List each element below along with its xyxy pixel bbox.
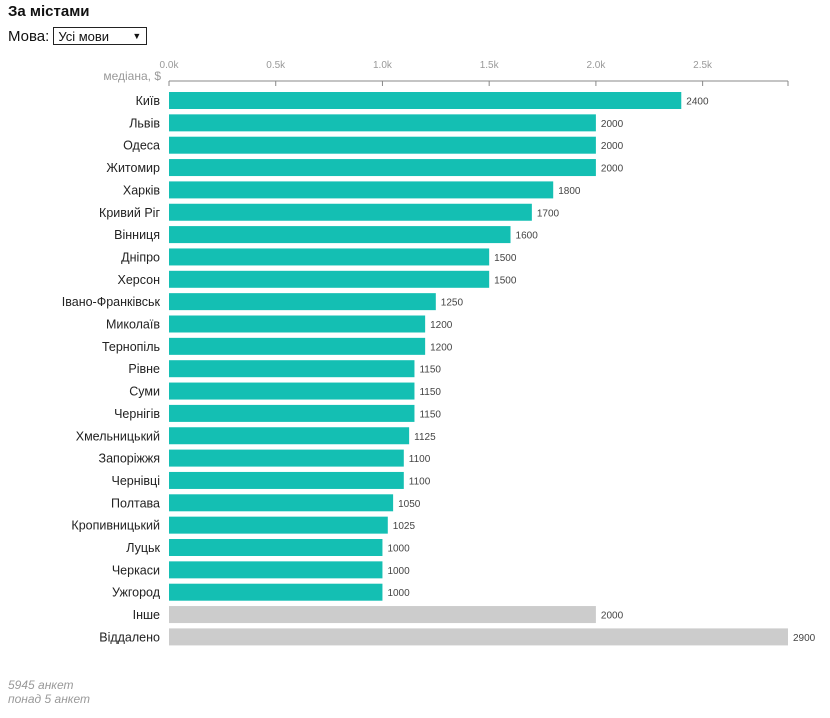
value-label: 1150 [419,387,441,398]
category-label: Херсон [118,273,161,287]
value-label: 1025 [393,521,416,532]
bar [169,628,788,646]
bar [169,516,388,534]
value-label: 1600 [516,231,539,242]
category-label: Інше [133,608,160,622]
value-label: 2400 [686,97,709,108]
bar [169,136,596,154]
x-tick-label: 1.5k [480,60,500,71]
bar [169,494,394,512]
category-label: Одеса [123,139,160,153]
category-label: Луцьк [126,541,160,555]
category-label: Запоріжжя [99,452,160,466]
x-tick-label: 2.5k [693,60,713,71]
value-label: 2000 [601,164,624,175]
value-label: 1100 [409,454,431,465]
category-label: Івано-Франківськ [62,295,161,309]
value-label: 2000 [601,119,624,130]
bar [169,539,383,556]
bar [169,181,554,199]
value-label: 1800 [558,186,581,197]
category-label: Львів [129,116,160,130]
language-select[interactable]: Усі мови ▼ [53,27,148,45]
category-label: Черкаси [112,563,160,577]
value-label: 1200 [430,342,453,353]
language-filter-label: Мова: [8,27,50,45]
dropdown-arrow-icon: ▼ [132,31,142,41]
bar [169,270,490,288]
language-select-value: Усі мови [58,28,110,44]
bar [169,404,415,422]
bar [169,203,532,221]
category-label: Кропивницький [71,519,160,533]
category-label: Полтава [111,496,160,510]
x-tick-label: 0.0k [160,60,180,71]
category-label: Київ [136,94,161,108]
bar [169,583,383,601]
category-label: Суми [129,385,160,399]
bar [169,337,426,355]
x-tick-label: 1.0k [373,60,393,71]
value-label: 1125 [414,432,436,443]
value-label: 1700 [537,208,560,219]
category-label: Чернівці [112,474,161,488]
value-label: 2000 [601,141,624,152]
bar [169,92,682,109]
bar [169,293,436,311]
value-label: 1000 [387,588,410,599]
value-label: 1150 [419,409,441,420]
bar [169,606,596,624]
chart-title: За містами [8,3,90,20]
category-label: Вінниця [114,228,160,242]
language-filter: Мова: Усі мови ▼ [8,27,148,45]
category-label: Ужгород [112,586,161,600]
value-label: 1150 [419,365,441,376]
bar [169,471,404,489]
value-label: 1000 [387,544,410,555]
category-label: Миколаїв [106,318,160,332]
bar [169,561,383,579]
value-label: 1200 [430,320,453,331]
bar-chart: 0.0k 0.5k 1.0k 1.5k 2.0k 2.5k медіана, $ Київ 24… [62,60,816,646]
value-label: 1500 [494,275,517,286]
category-label: Тернопіль [102,340,160,354]
category-label: Хмельницький [76,429,160,443]
value-label: 1050 [398,499,421,510]
x-tick-label: 0.5k [266,60,286,71]
bar [169,159,596,177]
category-label: Житомир [106,161,160,175]
value-label: 2900 [793,633,816,644]
bar [169,315,426,333]
bar [169,248,490,266]
bar [169,382,415,400]
value-label: 1000 [387,566,410,577]
category-label: Віддалено [99,630,160,644]
footer-responses: 5945 анкет [8,678,74,692]
category-label: Харків [123,183,160,197]
bar [169,427,410,445]
value-label: 1250 [441,298,464,309]
x-tick-label: 2.0k [586,60,606,71]
bar [169,449,404,467]
bar [169,226,511,244]
value-label: 1500 [494,253,517,264]
value-label: 2000 [601,611,624,622]
category-label: Чернігів [114,407,160,421]
category-label: Дніпро [121,250,160,264]
category-label: Рівне [128,362,160,376]
axis-label: медіана, $ [103,69,161,83]
category-label: Кривий Ріг [99,206,160,220]
footer-threshold: понад 5 анкет [8,692,91,706]
value-label: 1100 [409,476,431,487]
bar [169,360,415,378]
bar [169,114,596,132]
